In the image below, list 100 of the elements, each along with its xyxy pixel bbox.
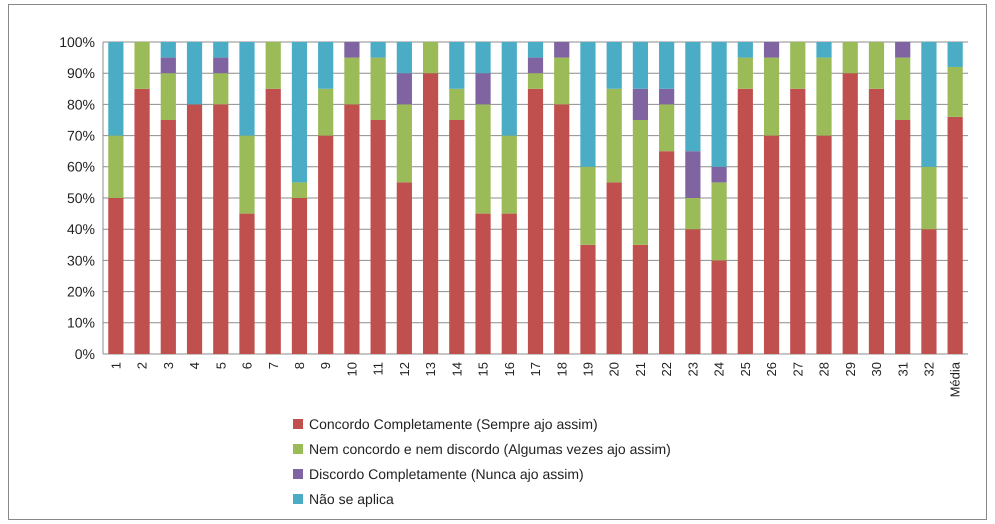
- bar: [266, 88, 281, 354]
- bar: [632, 120, 648, 245]
- bar: [816, 136, 832, 354]
- x-tick-label: 31: [895, 362, 910, 376]
- bar: [475, 104, 491, 214]
- x-tick-label: 13: [423, 362, 438, 376]
- bar: [659, 151, 674, 354]
- bar: [396, 42, 412, 74]
- legend-label: Discordo Completamente (Nunca ajo assim): [309, 466, 584, 482]
- bar: [449, 42, 464, 89]
- bar: [292, 198, 308, 354]
- bar: [554, 58, 570, 104]
- x-tick-label: 28: [816, 362, 832, 376]
- bar: [396, 182, 412, 354]
- bar: [422, 42, 438, 74]
- bar: [554, 42, 570, 58]
- x-tick-label: 16: [502, 362, 517, 376]
- x-tick-label: 14: [449, 362, 464, 376]
- x-tick-label: 5: [213, 362, 228, 370]
- bar: [895, 42, 910, 58]
- bar: [921, 166, 937, 230]
- bar: [213, 42, 228, 58]
- bar: [134, 42, 150, 89]
- x-tick-label: 11: [370, 362, 386, 376]
- y-tick-label: 30%: [66, 252, 95, 268]
- x-tick-label: 25: [738, 362, 753, 376]
- x-tick-label: 4: [187, 362, 202, 370]
- bar: [528, 42, 544, 58]
- bar: [738, 42, 753, 58]
- y-tick-label: 100%: [59, 34, 95, 50]
- bar: [659, 104, 674, 152]
- bar: [213, 58, 228, 74]
- y-tick-label: 60%: [66, 158, 95, 175]
- x-tick-label: 21: [632, 362, 648, 376]
- bar: [292, 182, 308, 198]
- x-tick-label: 6: [240, 362, 255, 370]
- bar: [711, 182, 727, 260]
- bar: [370, 58, 386, 120]
- bar: [318, 42, 334, 89]
- bar: [160, 58, 176, 74]
- bar: [632, 88, 648, 120]
- bar: [160, 73, 176, 120]
- bar: [213, 104, 228, 354]
- x-tick-label: 12: [396, 362, 412, 376]
- bar: [764, 42, 780, 58]
- bar: [948, 42, 963, 67]
- bar: [239, 136, 255, 214]
- x-tick-label: 17: [528, 362, 544, 376]
- x-tick-label: 26: [764, 362, 780, 376]
- bar: [842, 73, 858, 354]
- y-tick-label: 10%: [66, 314, 95, 331]
- legend-label: Nem concordo e nem discordo (Algumas vezes ajo assim): [309, 440, 671, 457]
- x-tick-label: 3: [160, 362, 176, 370]
- bar: [659, 88, 674, 104]
- bar: [659, 42, 674, 89]
- bar: [449, 120, 464, 354]
- bar: [868, 42, 884, 89]
- bar: [632, 244, 648, 354]
- bar: [842, 42, 858, 74]
- y-tick-label: 50%: [66, 190, 95, 206]
- y-tick-label: 90%: [66, 65, 95, 82]
- bar: [948, 66, 963, 117]
- legend-label: Concordo Completamente (Sempre ajo assim): [309, 416, 598, 432]
- bar: [502, 214, 517, 354]
- bar: [318, 136, 334, 354]
- bar: [711, 42, 727, 167]
- bar: [186, 104, 202, 354]
- y-tick-label: 80%: [66, 96, 95, 112]
- x-tick-label: 2: [134, 362, 150, 370]
- x-tick-label: 9: [318, 362, 334, 370]
- bar: [292, 42, 308, 182]
- x-tick-label: 32: [921, 362, 936, 376]
- x-tick-label: 18: [554, 362, 570, 376]
- x-tick-label: 7: [266, 362, 281, 370]
- bar: [160, 42, 176, 58]
- bar: [816, 42, 832, 58]
- bar: [606, 182, 622, 354]
- x-tick-label: 20: [606, 362, 622, 376]
- bar: [790, 88, 806, 354]
- x-tick-label: 23: [685, 362, 700, 376]
- bar: [475, 42, 491, 74]
- bar: [186, 42, 202, 104]
- bar: [685, 198, 700, 230]
- bar: [554, 104, 570, 354]
- bar: [449, 88, 464, 120]
- bar: [396, 104, 412, 182]
- y-tick-label: 20%: [66, 284, 95, 300]
- bar: [344, 42, 360, 58]
- bar: [344, 104, 360, 354]
- legend-label: Não se aplica: [309, 490, 394, 507]
- x-tick-label: 27: [790, 362, 806, 376]
- bar: [475, 73, 491, 104]
- x-tick-label: 22: [659, 362, 674, 376]
- x-tick-label: 15: [476, 362, 491, 376]
- bar: [160, 120, 176, 354]
- bar: [790, 42, 806, 89]
- bar: [502, 42, 517, 136]
- bar: [764, 58, 780, 136]
- bar: [134, 88, 150, 354]
- bar: [764, 136, 780, 354]
